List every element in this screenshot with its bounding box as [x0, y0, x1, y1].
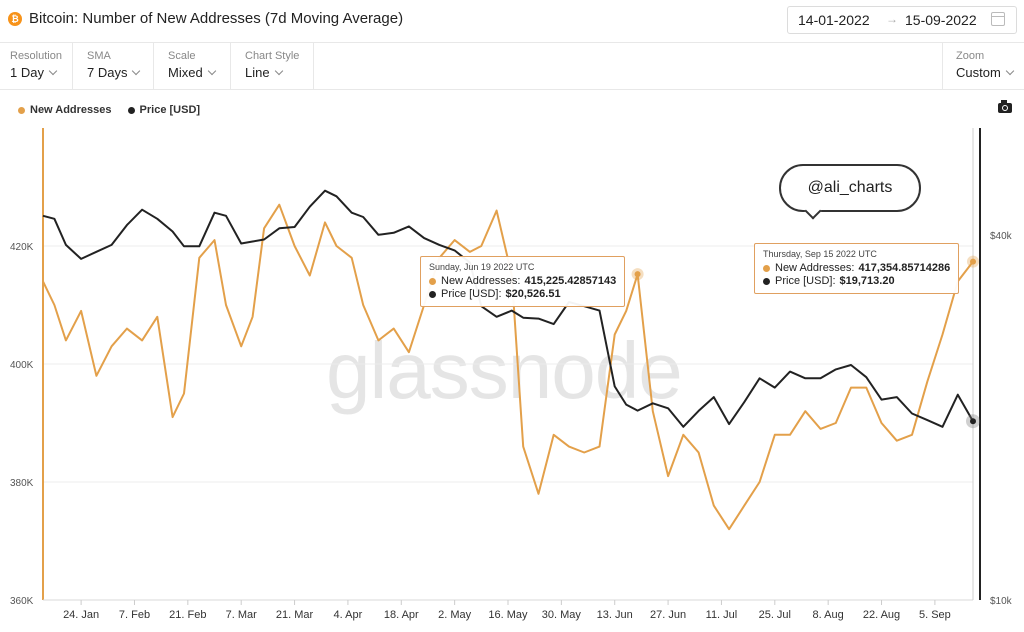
tooltip-sep15: Thursday, Sep 15 2022 UTC New Addresses:…: [754, 243, 960, 294]
annotation-bubble: @ali_charts: [779, 164, 921, 212]
resolution-label: Resolution: [10, 50, 62, 62]
legend-label-price: Price [USD]: [139, 104, 201, 116]
tooltip-jun19: Sunday, Jun 19 2022 UTC New Addresses: 41…: [420, 256, 626, 307]
x-tick-label: 2. May: [438, 609, 472, 621]
chart-legend: New Addresses Price [USD]: [18, 104, 216, 116]
x-tick-label: 11. Jul: [706, 609, 738, 621]
x-tick-label: 8. Aug: [813, 609, 844, 621]
x-tick-label: 24. Jan: [63, 609, 99, 621]
y-left-tick-label: 380K: [10, 478, 34, 489]
x-tick-label: 5. Sep: [919, 609, 951, 621]
chart-plot-area: 360K 380K 400K 420K $40k $10k 24. Jan 7. Feb 21.…: [10, 128, 1013, 621]
sma-label: SMA: [87, 50, 111, 62]
x-tick-label: 13. Jun: [597, 609, 633, 621]
sma-value[interactable]: 7 Days: [87, 65, 141, 80]
x-tick-label: 21. Mar: [276, 609, 314, 621]
chart-header: ₿ Bitcoin: Number of New Addresses (7d M…: [0, 0, 1024, 43]
tooltip-row-addresses: New Addresses: 417,354.85714286: [763, 262, 950, 275]
y-left-tick-label: 400K: [10, 360, 34, 371]
zoom-dropdown[interactable]: Zoom Custom: [942, 43, 1024, 89]
chevron-down-icon: [274, 66, 283, 76]
x-tick-label: 27. Jun: [650, 609, 686, 621]
x-tick-label: 7. Mar: [226, 609, 258, 621]
legend-dot-price: [127, 106, 135, 114]
x-tick-label: 30. May: [542, 609, 582, 621]
zoom-label: Zoom: [956, 50, 985, 62]
x-tick-label: 21. Feb: [169, 609, 206, 621]
series-line-price: [42, 189, 974, 428]
date-end-field[interactable]: 15-09-2022: [905, 12, 977, 28]
chevron-down-icon: [1005, 66, 1015, 76]
zoom-value[interactable]: Custom: [956, 65, 1015, 80]
tooltip-row-price: Price [USD]: $19,713.20: [763, 275, 950, 288]
camera-icon[interactable]: [998, 100, 1012, 113]
x-tick-label: 7. Feb: [119, 609, 150, 621]
point-addresses-sep15: [970, 258, 976, 265]
chevron-down-icon: [132, 66, 141, 76]
tooltip-row-addresses: New Addresses: 415,225.42857143: [429, 275, 616, 288]
scale-dropdown[interactable]: Scale Mixed: [158, 43, 231, 89]
legend-item-addresses[interactable]: New Addresses: [18, 104, 112, 116]
series-line-new-addresses: [42, 203, 974, 531]
scale-value[interactable]: Mixed: [168, 65, 216, 80]
x-tick-label: 18. Apr: [384, 609, 419, 621]
point-price-sep15: [970, 418, 976, 425]
chart-style-dropdown[interactable]: Chart Style Line: [235, 43, 314, 89]
x-tick-label: 16. May: [488, 609, 528, 621]
x-tick-label: 4. Apr: [334, 609, 363, 621]
legend-label-addresses: New Addresses: [30, 104, 112, 116]
chevron-down-icon: [48, 66, 58, 76]
calendar-icon[interactable]: [991, 12, 1005, 26]
date-range-picker[interactable]: 14-01-2022 → 15-09-2022: [787, 6, 1017, 34]
resolution-value[interactable]: 1 Day: [10, 65, 58, 80]
scale-label: Scale: [168, 50, 196, 62]
chart-style-value[interactable]: Line: [245, 65, 283, 80]
y-right-tick-label: $40k: [990, 231, 1013, 242]
y-left-tick-label: 420K: [10, 242, 34, 253]
title-block: ₿ Bitcoin: Number of New Addresses (7d M…: [8, 10, 403, 27]
y-left-tick-label: 360K: [10, 596, 34, 607]
y-right-tick-label: $10k: [990, 596, 1013, 607]
tooltip-row-price: Price [USD]: $20,526.51: [429, 288, 616, 301]
legend-dot-addresses: [18, 106, 25, 114]
arrow-right-icon: →: [886, 12, 898, 26]
chart-toolbar: Resolution 1 Day SMA 7 Days Scale Mixed …: [0, 43, 1024, 90]
chart-style-label: Chart Style: [245, 50, 300, 62]
tooltip-date: Thursday, Sep 15 2022 UTC: [763, 249, 877, 259]
chevron-down-icon: [207, 66, 216, 76]
tooltip-date: Sunday, Jun 19 2022 UTC: [429, 262, 535, 272]
sma-dropdown[interactable]: SMA 7 Days: [77, 43, 154, 89]
date-start-field[interactable]: 14-01-2022: [798, 12, 870, 28]
legend-item-price[interactable]: Price [USD]: [127, 104, 201, 116]
bitcoin-icon: ₿: [8, 11, 22, 26]
point-addresses-jun19: [634, 271, 641, 278]
x-tick-label: 22. Aug: [863, 609, 900, 621]
x-tick-label: 25. Jul: [759, 609, 791, 621]
resolution-dropdown[interactable]: Resolution 1 Day: [0, 43, 73, 89]
page-title: Bitcoin: Number of New Addresses (7d Mov…: [29, 10, 404, 27]
